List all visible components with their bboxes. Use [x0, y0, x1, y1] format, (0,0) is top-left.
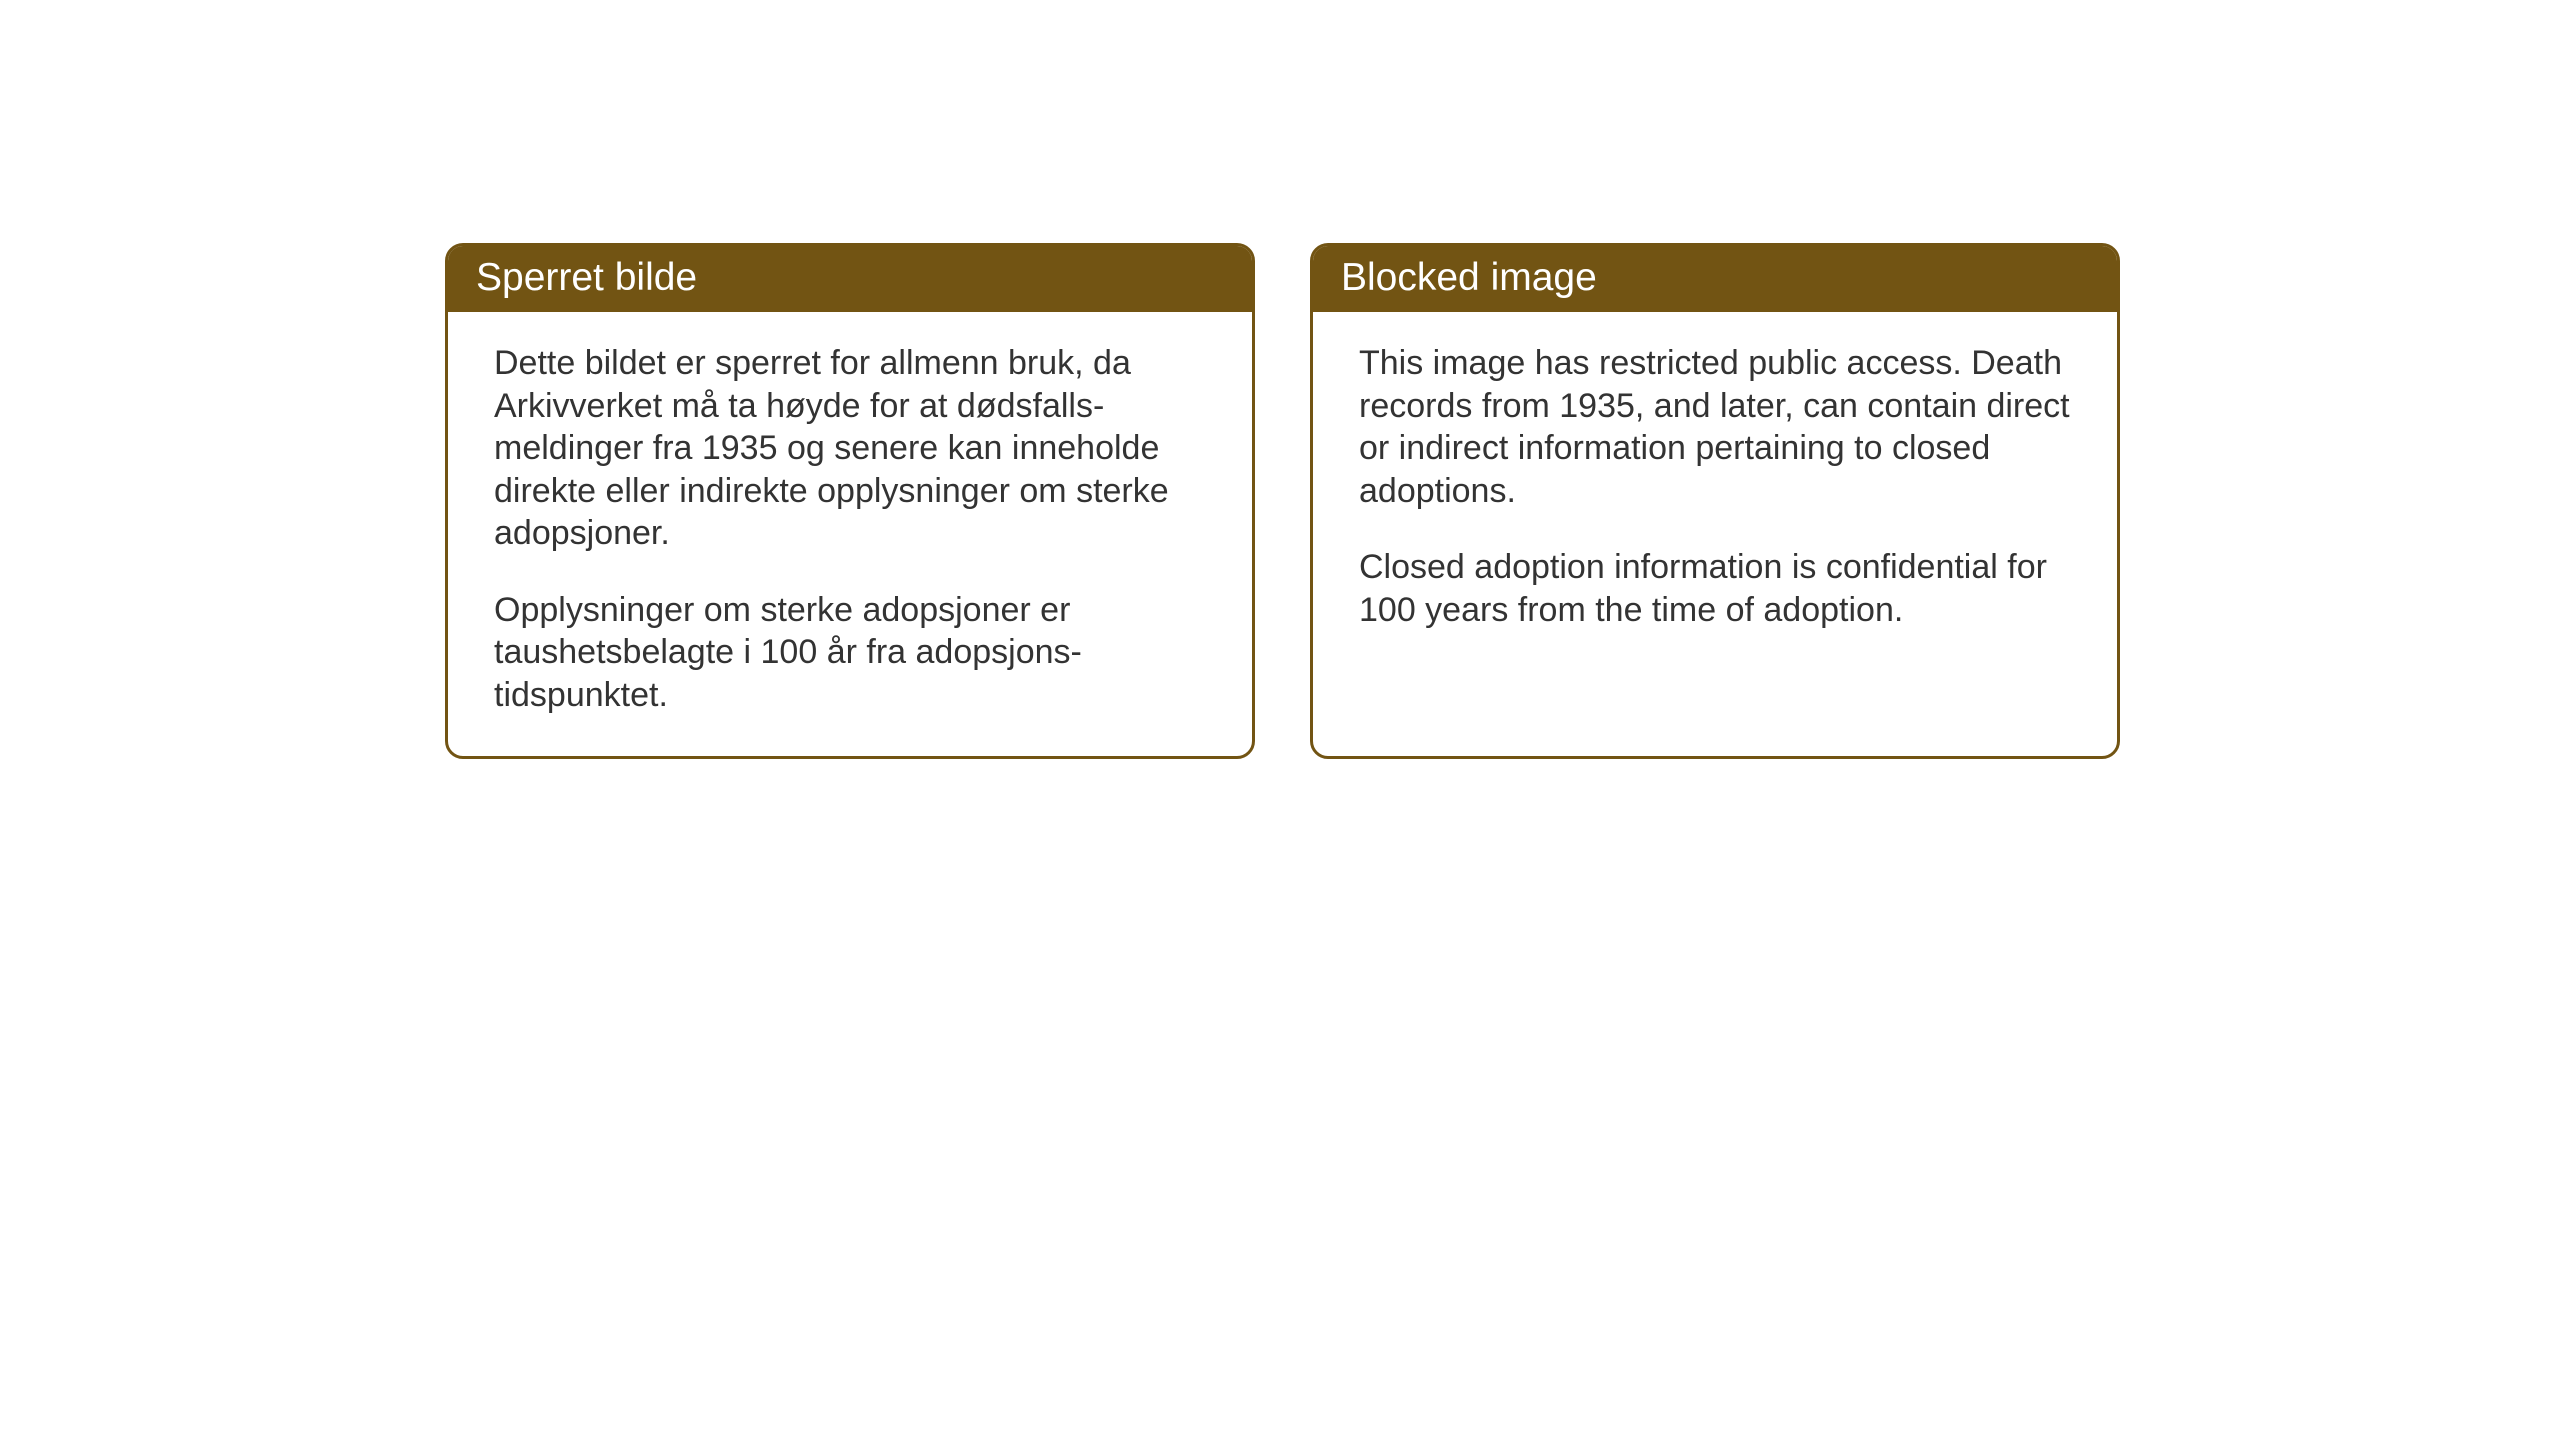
cards-container: Sperret bilde Dette bildet er sperret fo… — [445, 243, 2120, 759]
card-paragraph: Opplysninger om sterke adopsjoner er tau… — [494, 589, 1206, 717]
card-header-norwegian: Sperret bilde — [448, 246, 1252, 312]
card-body-norwegian: Dette bildet er sperret for allmenn bruk… — [448, 312, 1252, 756]
card-paragraph: Dette bildet er sperret for allmenn bruk… — [494, 342, 1206, 555]
card-english: Blocked image This image has restricted … — [1310, 243, 2120, 759]
card-norwegian: Sperret bilde Dette bildet er sperret fo… — [445, 243, 1255, 759]
card-header-english: Blocked image — [1313, 246, 2117, 312]
card-body-english: This image has restricted public access.… — [1313, 312, 2117, 722]
card-paragraph: This image has restricted public access.… — [1359, 342, 2071, 512]
card-paragraph: Closed adoption information is confident… — [1359, 546, 2071, 631]
